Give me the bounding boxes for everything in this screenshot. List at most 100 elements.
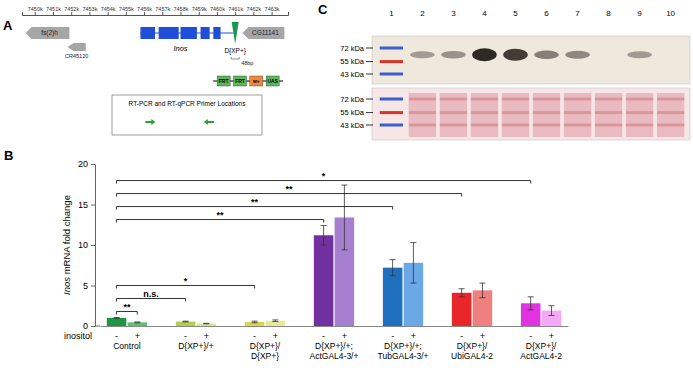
lane-label: 7 [575, 9, 580, 18]
band [410, 51, 435, 58]
exon [201, 27, 210, 39]
tick: 15 [78, 200, 95, 210]
lane-label: 5 [513, 9, 518, 18]
tick-label: 7453k [82, 6, 97, 12]
bar [107, 318, 127, 326]
gene-label: Inos [173, 44, 187, 53]
construct-label: w+ [252, 78, 260, 84]
ponceau-stripe [471, 98, 498, 101]
tick: D{XP+}/ActGAL4-2 [520, 341, 562, 361]
tick: 7454k [101, 6, 116, 15]
ponceau-stripe [440, 124, 467, 127]
lane-label: 3 [451, 9, 456, 18]
construct-element [217, 76, 230, 86]
bar [245, 322, 265, 326]
marker-label: 72 kDa [340, 95, 365, 104]
blot-membrane [372, 36, 690, 84]
construct-label: FRT [235, 78, 245, 84]
marker-label: 43 kDa [340, 121, 365, 130]
tick-label: D{XP+}/+;TubGAL4-3/+ [378, 341, 429, 361]
significance-label: * [322, 171, 326, 181]
construct-label: FRT [219, 78, 229, 84]
ponceau-stripe [440, 98, 467, 101]
lane-label: 10 [666, 9, 675, 18]
series-sign: + [273, 331, 278, 341]
tick-mark [91, 326, 95, 327]
construct-element [233, 76, 246, 86]
panel-a: 7450k7451k7452k7453k7454k7455k7456k7457k… [23, 6, 289, 135]
tick-mark [126, 12, 127, 15]
ponceau-stripe [564, 98, 591, 101]
series-sign: + [342, 331, 347, 341]
ponceau-stripe [626, 111, 653, 114]
lane-label: 4 [482, 9, 487, 18]
tick-mark [199, 12, 200, 15]
tick-mark [181, 12, 182, 15]
error-bar [341, 185, 347, 250]
tick: 10 [78, 240, 95, 250]
tick-label: 5 [83, 281, 88, 291]
ponceau-stripe [502, 111, 529, 114]
tick-label: 7460k [210, 6, 225, 12]
tick-label: 7462k [246, 6, 261, 12]
marker-tick [366, 74, 373, 75]
error-bar [203, 323, 209, 324]
tick: 7451k [46, 6, 61, 15]
ponceau-stripe [657, 111, 684, 114]
offset-label: 48bp [241, 60, 253, 66]
ponceau-stripe [502, 124, 529, 127]
construct-element [250, 76, 263, 86]
exon [181, 27, 197, 39]
series-sign: + [411, 331, 416, 341]
ladder-band [380, 98, 403, 101]
series-sign: + [204, 331, 209, 341]
tick-mark [91, 205, 95, 206]
tick-label: 7452k [64, 6, 79, 12]
series-sign: - [184, 331, 187, 341]
y-axis: 05101520 [78, 159, 96, 331]
ponceau-stripe [564, 111, 591, 114]
x-axis: ControlD{XP+}/+D{XP+}/D{XP+}D{XP+}/+;Act… [101, 327, 569, 361]
series-sign: - [529, 331, 532, 341]
tick-label: D{XP+}/ActGAL4-2 [520, 341, 562, 361]
tick-label: 7455k [119, 6, 134, 12]
tick-label: D{XP+}/UbiGAL4-2 [451, 341, 493, 361]
lane-label: 6 [544, 9, 549, 18]
tick: Control [113, 341, 141, 351]
tick-mark [144, 12, 145, 15]
ponceau-stripe [657, 124, 684, 127]
ponceau-lane [564, 93, 591, 137]
panel-label: A [3, 18, 13, 33]
tick-mark [253, 12, 254, 15]
tick-mark [35, 12, 36, 15]
marker-tick [366, 99, 373, 100]
tick-mark [91, 164, 95, 165]
tick: 7458k [174, 6, 189, 15]
error-bar [548, 306, 554, 316]
error-bar [134, 321, 140, 323]
construct-element [266, 76, 279, 86]
band [627, 51, 652, 58]
primer-box-title: RT-PCR and RT-qPCR Primer Locations [129, 100, 247, 108]
tick-mark [71, 12, 72, 15]
y-axis-title: Inos mRNA fold change [61, 195, 72, 295]
error-bar [390, 260, 396, 276]
tick-label: D{XP+}/+;ActGAL4-3/+ [310, 341, 359, 361]
primer [204, 119, 214, 125]
panel-label: B [4, 148, 13, 163]
error-bar [114, 317, 120, 319]
tick-mark [162, 12, 163, 15]
gene [242, 27, 284, 39]
ladder-band [380, 73, 403, 76]
plot-area [107, 185, 561, 326]
ponceau-lane [409, 93, 436, 137]
lane-label: 8 [606, 9, 611, 18]
ladder-band [380, 111, 403, 114]
primer [145, 119, 155, 125]
tick: 20 [78, 159, 95, 169]
ponceau-stripe [564, 124, 591, 127]
lane-label: 1 [389, 9, 394, 18]
band [441, 51, 466, 59]
error-bar [459, 289, 465, 297]
tick: 7460k [210, 6, 225, 15]
